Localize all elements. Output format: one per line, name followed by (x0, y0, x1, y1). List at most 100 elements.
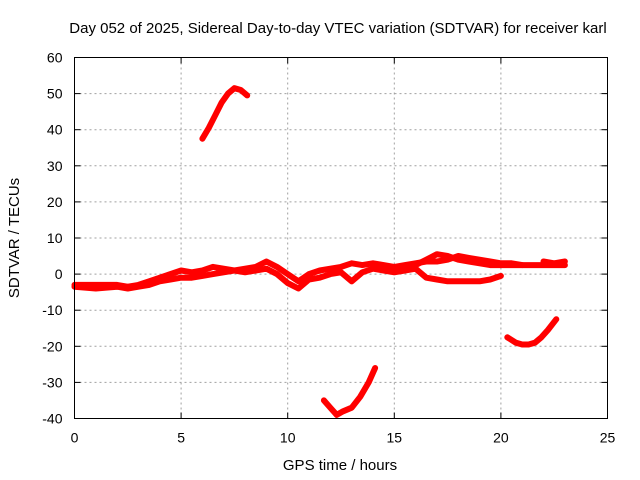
data-point (135, 284, 142, 290)
data-point (327, 266, 333, 272)
data-point (487, 262, 493, 268)
series-segment-dawn-rise (199, 85, 251, 142)
data-point (455, 278, 461, 284)
data-point (370, 266, 376, 272)
data-point (295, 278, 301, 284)
data-point (210, 271, 216, 277)
data-point (285, 280, 291, 286)
data-point (391, 264, 397, 270)
data-point (553, 316, 559, 322)
x-tick-label: 15 (387, 430, 403, 446)
data-point (487, 276, 493, 283)
grid (74, 57, 608, 419)
data-point (498, 262, 504, 268)
data-point (199, 136, 205, 142)
data-point (189, 275, 195, 281)
x-tick-label: 5 (177, 430, 185, 446)
data-point (445, 253, 451, 259)
data-point (538, 334, 545, 340)
data-point (157, 278, 163, 284)
data-point (381, 262, 387, 268)
y-tick-label: 30 (47, 158, 63, 174)
data-point (466, 258, 472, 265)
data-point (199, 267, 205, 274)
data-point (366, 379, 372, 385)
axis-ticks: 0 5 10 15 20 25 -40 -30 -20 -10 0 10 20 30 40 50 60 (42, 50, 615, 446)
data-point (295, 285, 301, 292)
data-point (244, 92, 250, 98)
data-point (199, 273, 205, 279)
data-point (321, 397, 327, 403)
data-point (372, 365, 378, 371)
data-point (210, 264, 216, 270)
data-point (519, 341, 525, 348)
y-tick-label: 50 (47, 86, 63, 102)
data-point (434, 276, 440, 283)
data-point (477, 260, 483, 266)
data-point (532, 340, 538, 346)
data-point (359, 262, 365, 268)
data-point (221, 269, 227, 275)
data-point (263, 258, 269, 265)
data-point (189, 269, 195, 275)
data-point (445, 278, 451, 284)
data-point (391, 269, 397, 275)
data-point (455, 257, 461, 263)
data-point (114, 284, 120, 290)
data-point (526, 341, 532, 348)
data-point (402, 266, 408, 272)
y-tick-label: 20 (47, 194, 63, 210)
data-point (167, 271, 173, 277)
data-point (317, 267, 323, 274)
data-point (423, 257, 429, 263)
data-point (274, 264, 280, 270)
chart-title: Day 052 of 2025, Sidereal Day-to-day VTE… (69, 20, 606, 37)
data-point (357, 394, 363, 400)
data-point (423, 275, 429, 281)
data-point (219, 100, 225, 106)
data-point (434, 258, 440, 265)
data-point (238, 87, 244, 93)
y-tick-label: 0 (55, 266, 63, 282)
data-point (338, 264, 344, 270)
data-point (370, 260, 376, 266)
y-tick-label: -10 (42, 302, 62, 318)
data-point (263, 266, 269, 272)
data-point (206, 125, 212, 131)
x-tick-label: 20 (493, 430, 509, 446)
y-tick-label: -20 (42, 338, 62, 354)
data-point (306, 271, 312, 277)
data-point (434, 251, 440, 257)
y-tick-label: -30 (42, 374, 62, 390)
data-point (551, 260, 557, 266)
x-tick-label: 0 (71, 430, 79, 446)
data-point (317, 275, 323, 281)
data-point (349, 405, 355, 411)
x-tick-label: 10 (280, 430, 296, 446)
data-point (349, 278, 355, 284)
data-point (509, 262, 515, 268)
data-point (530, 262, 536, 268)
data-point (359, 269, 365, 275)
data-point (327, 405, 333, 411)
data-point (381, 267, 387, 274)
data-point (562, 258, 568, 265)
y-tick-label: 10 (47, 230, 63, 246)
data-point (334, 412, 340, 418)
data-point (338, 269, 344, 275)
x-tick-label: 25 (600, 430, 616, 446)
y-tick-label: 40 (47, 122, 63, 138)
data-point (545, 327, 551, 333)
data-point (178, 275, 184, 281)
data-point (125, 285, 131, 292)
data-point (231, 267, 237, 274)
data-point (519, 262, 525, 268)
data-point (274, 271, 280, 277)
x-axis-title: GPS time / hours (283, 457, 397, 474)
y-tick-label: 60 (47, 50, 63, 66)
data-point (167, 276, 173, 283)
data-point (285, 271, 291, 277)
data-point (513, 340, 519, 346)
data-point (540, 258, 547, 265)
